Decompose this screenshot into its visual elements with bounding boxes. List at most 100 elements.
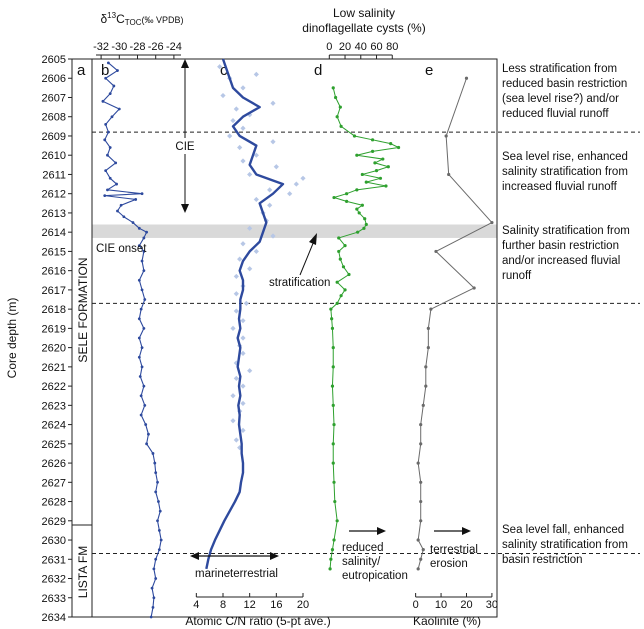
toc-point	[137, 244, 141, 248]
cn-point	[243, 300, 249, 306]
kaolinite-point	[419, 442, 423, 446]
panel-e-tick-label: 30	[486, 599, 498, 611]
toc-point	[158, 509, 162, 513]
dino-point	[357, 211, 361, 215]
dino-point	[384, 184, 388, 188]
toc-point	[137, 278, 141, 282]
cn-point	[230, 393, 236, 399]
cie-arrow	[181, 59, 189, 213]
dino-point	[330, 548, 335, 552]
toc-point	[139, 394, 143, 398]
panel-c-scatter	[217, 64, 306, 451]
toc-point	[108, 92, 112, 96]
toc-point	[140, 365, 144, 369]
dino-point	[330, 326, 335, 330]
y-tick-label: 2611	[42, 169, 66, 181]
dino-point	[333, 499, 337, 504]
kaolinite-point	[421, 403, 425, 407]
kaolinite-point	[424, 384, 428, 388]
toc-point	[152, 596, 156, 600]
depth-axis: 2605 2606 2607 2608 2609 2610 2611 2612 2613 2614…	[42, 54, 72, 624]
dino-point	[332, 538, 336, 542]
kaolinite-point	[464, 76, 469, 80]
toc-point	[144, 423, 148, 426]
toc-point	[114, 161, 118, 165]
y-tick-label: 2616	[42, 266, 66, 278]
reduced-salinity-arrow	[349, 527, 386, 535]
panel-c-tick-label: 8	[220, 599, 226, 611]
y-tick-label: 2622	[42, 381, 66, 393]
cie-onset-label: CIE onset	[96, 243, 147, 255]
toc-point	[159, 538, 163, 542]
cn-point	[230, 418, 236, 424]
dino-point	[332, 422, 336, 427]
kaolinite-point	[426, 346, 430, 350]
dino-point	[330, 384, 335, 388]
dino-point	[331, 365, 335, 369]
panel-e-xlabel: Kaolinite (%)	[413, 614, 481, 628]
cn-point	[237, 144, 243, 151]
cn-point	[247, 225, 253, 231]
toc-point	[154, 577, 158, 580]
dino-point	[370, 138, 375, 142]
toc-point	[142, 326, 146, 330]
y-tick-label: 2633	[42, 593, 66, 605]
interpretation-text: Sea level fall, enhanced salinity stratif…	[502, 524, 628, 566]
y-tick-label: 2618	[42, 304, 66, 316]
toc-point	[116, 69, 119, 72]
dino-point	[343, 244, 347, 248]
dino-point	[335, 301, 339, 305]
toc-point	[139, 307, 143, 311]
cn-average-line	[205, 58, 285, 570]
panel-d-tick-label: 60	[370, 41, 382, 53]
dino-point	[335, 115, 339, 119]
dino-point	[356, 230, 360, 234]
toc-point	[145, 230, 149, 234]
toc-point	[151, 452, 155, 455]
cn-point	[240, 383, 246, 389]
y-tick-label: 2632	[42, 574, 66, 586]
y-tick-label: 2613	[42, 208, 66, 220]
toc-point	[147, 432, 150, 436]
toc-point	[137, 336, 141, 340]
y-tick-label: 2610	[42, 150, 66, 162]
panel-letter-e: e	[425, 62, 433, 79]
toc-point	[139, 413, 143, 417]
toc-point	[103, 194, 107, 198]
kaolinite-point	[419, 499, 423, 504]
panel-b-tick-label: -26	[148, 41, 164, 53]
toc-point	[137, 355, 141, 359]
dino-point	[386, 165, 390, 169]
dino-point	[332, 480, 336, 484]
toc-point	[104, 76, 108, 80]
panel-d-tick-label: 0	[326, 41, 332, 53]
cn-point	[230, 325, 236, 331]
toc-point	[154, 490, 158, 494]
toc-point	[142, 250, 146, 253]
panel-letter-c: c	[220, 62, 228, 79]
dino-point	[374, 169, 379, 173]
dino-point	[331, 346, 335, 350]
cn-point	[240, 158, 246, 164]
toc-point	[142, 384, 146, 388]
toc-point	[157, 529, 161, 532]
toc-point	[131, 221, 135, 224]
toc-point	[106, 153, 109, 157]
dino-point	[333, 95, 338, 100]
toc-point	[119, 203, 123, 207]
y-tick-label: 2623	[42, 400, 66, 412]
dino-point	[378, 176, 383, 180]
toc-point	[115, 182, 118, 186]
toc-point	[142, 269, 146, 273]
kaolinite-point	[472, 286, 476, 290]
interpretation-text: Less stratification from reduced basin re…	[502, 63, 627, 120]
panel-b-title: δ13CTOC(‰ VPDB)	[100, 11, 183, 27]
cn-point	[240, 125, 246, 131]
toc-point	[142, 236, 146, 240]
panel-c-tick-label: 4	[193, 599, 199, 611]
y-tick-label: 2612	[42, 189, 66, 201]
y-tick-label: 2621	[42, 362, 66, 374]
cn-point	[240, 400, 246, 407]
cn-point	[253, 196, 259, 203]
toc-line	[102, 62, 162, 618]
